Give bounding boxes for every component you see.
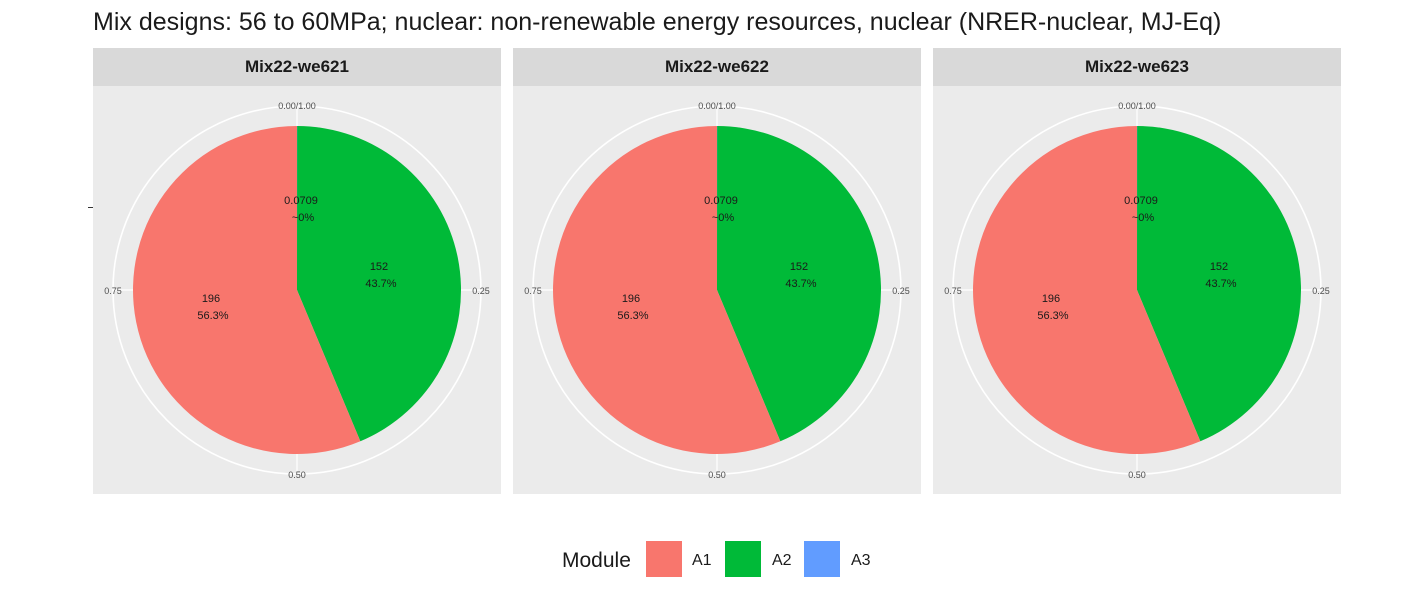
axis-tick-mark <box>88 207 93 208</box>
legend-label-a1: A1 <box>692 552 712 569</box>
angle-tick-label: 0.75 <box>944 286 962 296</box>
slice-value-label: 0.0709 <box>1124 195 1158 207</box>
slice-percent-label: 56.3% <box>1037 310 1068 322</box>
legend-label-a3: A3 <box>851 552 871 569</box>
slice-value-label: 152 <box>370 261 388 273</box>
angle-tick-label: 0.00/1.00 <box>698 101 736 111</box>
pie-slice-a1 <box>972 126 1201 454</box>
angle-tick-label: 0.00/1.00 <box>278 101 316 111</box>
legend-key-a3 <box>804 541 840 577</box>
angle-tick-label: 0.25 <box>472 286 490 296</box>
legend-title: Module <box>562 549 631 572</box>
slice-percent-label: 56.3% <box>617 310 648 322</box>
pie-slice-a2 <box>297 126 461 442</box>
slice-percent-label: ~0% <box>292 212 315 224</box>
slice-percent-label: ~0% <box>712 212 735 224</box>
slice-value-label: 196 <box>622 293 640 305</box>
angle-tick-label: 0.50 <box>1128 470 1146 480</box>
slice-percent-label: 43.7% <box>365 278 396 290</box>
legend-key-a2 <box>725 541 761 577</box>
slice-value-label: 152 <box>790 261 808 273</box>
facet-strip-title: Mix22-we621 <box>93 48 501 86</box>
slice-value-label: 0.0709 <box>284 195 318 207</box>
pie-slice-a2 <box>717 126 881 442</box>
slice-value-label: 196 <box>202 293 220 305</box>
angle-tick-label: 0.25 <box>892 286 910 296</box>
facet-panel-2: Mix22-we622 196 56.3% 152 43.7% 0.0709 ~0% 0.0… <box>513 48 921 494</box>
plot-area: 196 56.3% 152 43.7% 0.0709 ~0% 0.00/1.00 0.25 0.… <box>93 86 501 494</box>
pie-chart: 196 56.3% 152 43.7% 0.0709 ~0% 0.00/1.00 0.25 0.… <box>944 101 1330 480</box>
legend: Module A1 A2 A3 <box>0 540 1425 580</box>
slice-percent-label: 43.7% <box>1205 278 1236 290</box>
facet-panel-1: Mix22-we621 196 56.3% 152 43.7% 0.0709 ~0% 0.0… <box>93 48 501 494</box>
angle-tick-label: 0.75 <box>524 286 542 296</box>
pie-slice-a2 <box>1137 126 1301 442</box>
angle-tick-label: 0.25 <box>1312 286 1330 296</box>
slice-percent-label: 43.7% <box>785 278 816 290</box>
pie-chart: 196 56.3% 152 43.7% 0.0709 ~0% 0.00/1.00 0.25 0.… <box>104 101 490 480</box>
angle-tick-label: 0.75 <box>104 286 122 296</box>
legend-key-a1 <box>646 541 682 577</box>
facet-panel-3: Mix22-we623 196 56.3% 152 43.7% 0.0709 ~0% 0.0… <box>933 48 1341 494</box>
slice-value-label: 0.0709 <box>704 195 738 207</box>
chart-title: Mix designs: 56 to 60MPa; nuclear: non-r… <box>93 8 1222 36</box>
legend-label-a2: A2 <box>772 552 792 569</box>
angle-tick-label: 0.50 <box>288 470 306 480</box>
slice-percent-label: ~0% <box>1132 212 1155 224</box>
facet-strip-title: Mix22-we622 <box>513 48 921 86</box>
slice-percent-label: 56.3% <box>197 310 228 322</box>
angle-tick-label: 0.50 <box>708 470 726 480</box>
facet-strip-title: Mix22-we623 <box>933 48 1341 86</box>
pie-chart: 196 56.3% 152 43.7% 0.0709 ~0% 0.00/1.00 0.25 0.… <box>524 101 910 480</box>
angle-tick-label: 0.00/1.00 <box>1118 101 1156 111</box>
plot-area: 196 56.3% 152 43.7% 0.0709 ~0% 0.00/1.00 0.25 0.… <box>513 86 921 494</box>
pie-slice-a1 <box>132 126 361 454</box>
plot-area: 196 56.3% 152 43.7% 0.0709 ~0% 0.00/1.00 0.25 0.… <box>933 86 1341 494</box>
slice-value-label: 152 <box>1210 261 1228 273</box>
slice-value-label: 196 <box>1042 293 1060 305</box>
pie-slice-a1 <box>552 126 781 454</box>
